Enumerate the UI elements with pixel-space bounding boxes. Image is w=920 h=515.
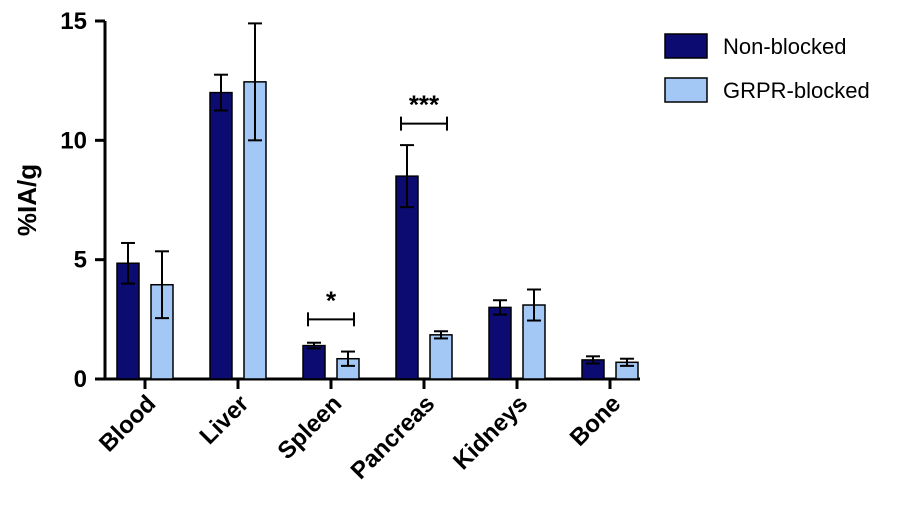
bar-pancreas-grpr-blocked xyxy=(429,334,453,380)
x-tick-label-spleen: Spleen xyxy=(272,390,347,465)
legend-label-non-blocked: Non-blocked xyxy=(723,34,847,59)
x-tick-label-pancreas: Pancreas xyxy=(346,390,441,485)
x-tick-label-kidneys: Kidneys xyxy=(448,390,533,475)
significance-marker: *** xyxy=(409,90,440,120)
bar-spleen-non-blocked xyxy=(302,344,326,380)
y-axis-title: %IA/g xyxy=(12,164,42,236)
legend-swatch-grpr-blocked xyxy=(664,77,708,103)
y-tick-label: 5 xyxy=(74,247,87,274)
y-tick-label: 10 xyxy=(60,127,87,154)
y-tick-label: 0 xyxy=(74,366,87,393)
bar-kidneys-non-blocked xyxy=(488,306,512,380)
significance-marker: * xyxy=(326,285,337,315)
y-tick-label: 15 xyxy=(60,8,87,35)
legend: Non-blocked GRPR-blocked xyxy=(664,33,870,103)
legend-swatch-non-blocked xyxy=(664,33,708,59)
bar-liver-non-blocked xyxy=(209,91,233,380)
x-tick-label-blood: Blood xyxy=(94,390,161,457)
legend-label-grpr-blocked: GRPR-blocked xyxy=(723,78,870,103)
x-tick-label-liver: Liver xyxy=(195,390,255,450)
x-tick-label-bone: Bone xyxy=(565,390,627,452)
axes: 0 5 10 15 xyxy=(60,8,640,393)
significance-annotations: **** xyxy=(307,90,448,327)
bars xyxy=(116,81,639,380)
error-bars xyxy=(121,22,634,367)
